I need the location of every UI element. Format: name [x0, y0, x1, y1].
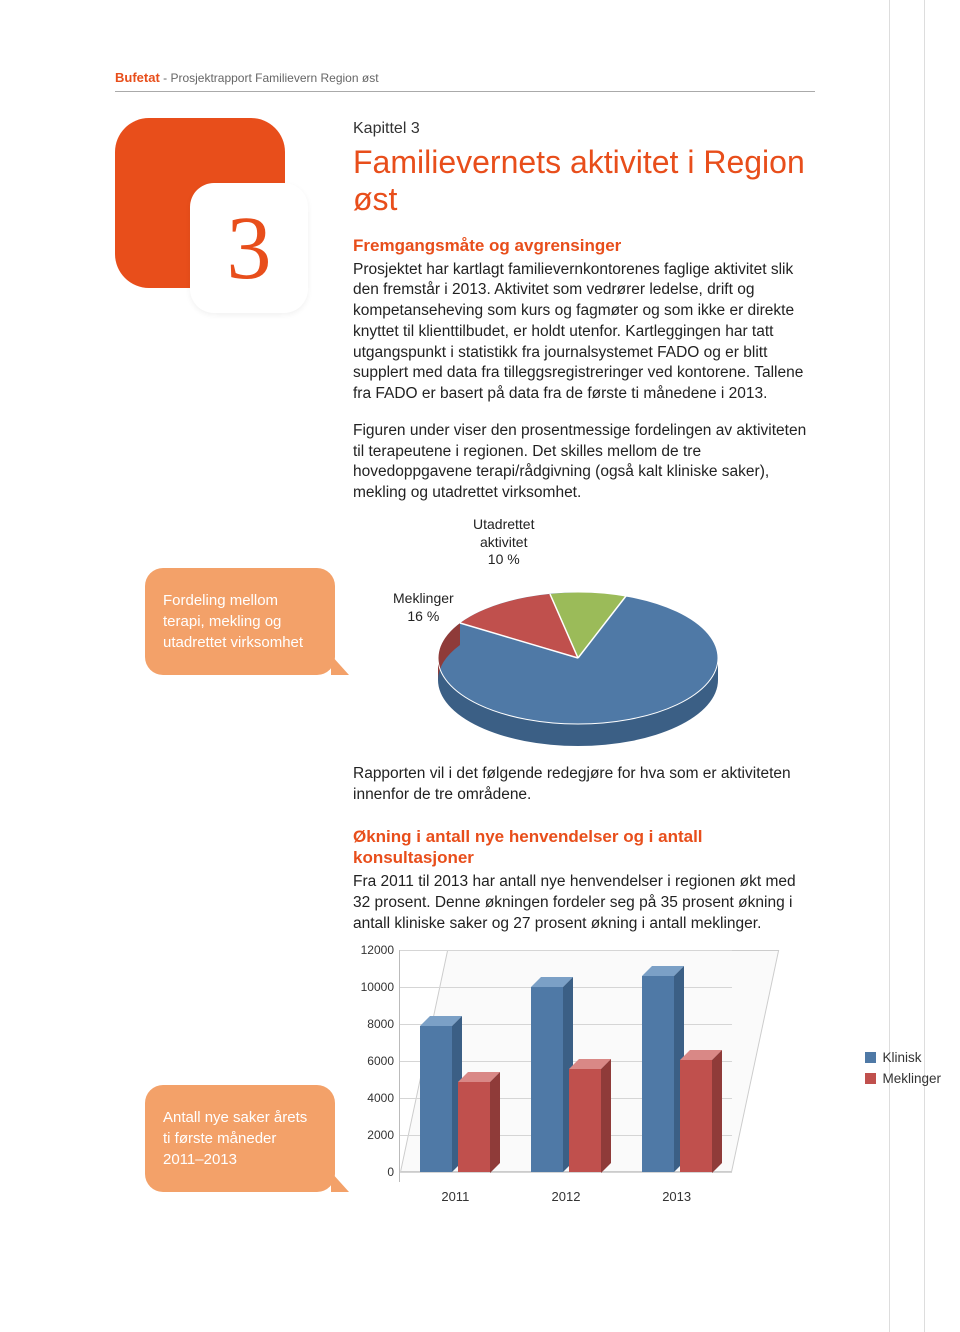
callout-bar: Antall nye saker årets ti første måneder… — [145, 1085, 335, 1192]
bar-chart: 020004000600080001000012000 201120122013… — [353, 950, 833, 1210]
section2-heading: Økning i antall nye henvendelser og i an… — [353, 826, 813, 869]
y-tick: 4000 — [352, 1091, 394, 1105]
bar-plot-area: 020004000600080001000012000 201120122013 — [399, 950, 731, 1182]
callout-pie: Fordeling mellom terapi, mekling og utad… — [145, 568, 335, 675]
legend-klinisk: Klinisk — [865, 1050, 941, 1065]
legend-meklinger: Meklinger — [865, 1071, 941, 1086]
y-tick: 8000 — [352, 1017, 394, 1031]
pie-label-utadrettet: Utadrettetaktivitet10 % — [473, 516, 534, 569]
y-tick: 12000 — [352, 943, 394, 957]
pie-chart: Utadrettetaktivitet10 % Meklinger16 % Kl… — [343, 520, 803, 750]
chapter-badge: 3 — [115, 118, 287, 318]
mid-paragraph: Rapporten vil i det følgende redegjøre f… — [353, 764, 813, 806]
section1-heading: Fremgangsmåte og avgrensinger — [353, 236, 813, 256]
badge-fg: 3 — [190, 183, 308, 313]
page-content: Bufetat - Prosjektrapport Familievern Re… — [115, 70, 815, 1210]
y-tick: 10000 — [352, 980, 394, 994]
doc-subtitle: - Prosjektrapport Familievern Region øst — [160, 71, 379, 85]
x-label: 2013 — [647, 1189, 707, 1204]
x-label: 2012 — [536, 1189, 596, 1204]
y-tick: 6000 — [352, 1054, 394, 1068]
section1-p2: Figuren under viser den prosentmessige f… — [353, 421, 813, 504]
bar-legend: Klinisk Meklinger — [865, 1050, 941, 1092]
x-label: 2011 — [425, 1189, 485, 1204]
brand: Bufetat — [115, 70, 160, 85]
y-tick: 0 — [352, 1165, 394, 1179]
page-header: Bufetat - Prosjektrapport Familievern Re… — [115, 70, 815, 92]
chapter-label: Kapittel 3 — [353, 120, 813, 138]
section2-p1: Fra 2011 til 2013 har antall nye henvend… — [353, 872, 813, 934]
y-tick: 2000 — [352, 1128, 394, 1142]
pie-svg — [428, 568, 728, 748]
main-column: Kapittel 3 Familievernets aktivitet i Re… — [353, 120, 813, 1210]
page-title: Familievernets aktivitet i Region øst — [353, 144, 813, 218]
chapter-number: 3 — [227, 197, 272, 300]
section1-p1: Prosjektet har kartlagt familievernkonto… — [353, 260, 813, 405]
